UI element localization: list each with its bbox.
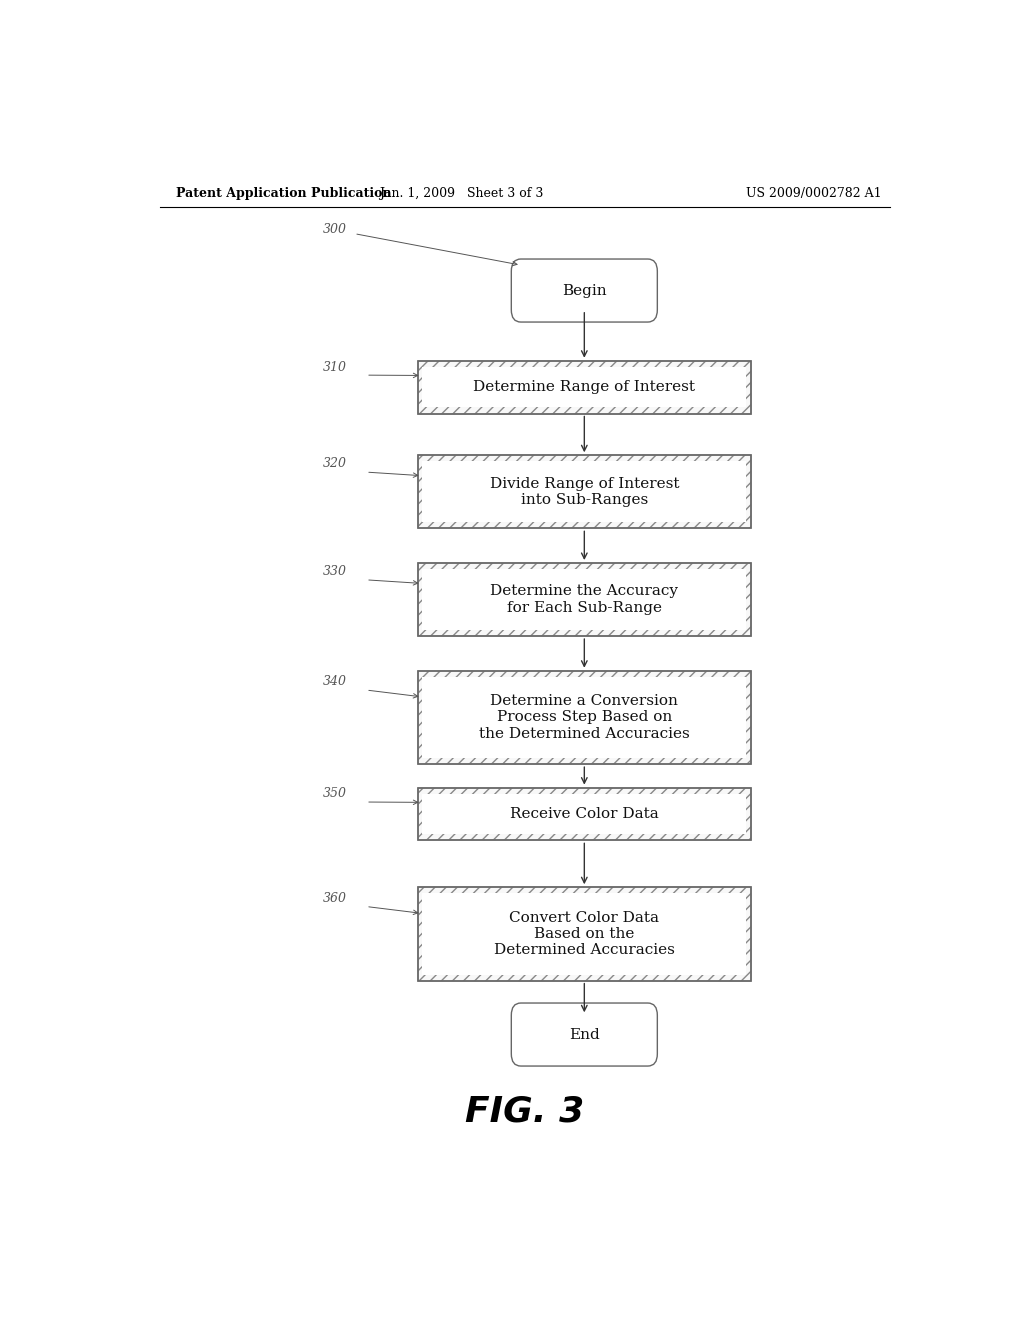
FancyBboxPatch shape bbox=[418, 455, 751, 528]
FancyBboxPatch shape bbox=[423, 793, 746, 834]
Text: Convert Color Data
Based on the
Determined Accuracies: Convert Color Data Based on the Determin… bbox=[494, 911, 675, 957]
Text: 340: 340 bbox=[323, 676, 346, 689]
FancyBboxPatch shape bbox=[511, 259, 657, 322]
Text: Determine Range of Interest: Determine Range of Interest bbox=[473, 380, 695, 395]
FancyBboxPatch shape bbox=[418, 788, 751, 841]
Text: Patent Application Publication: Patent Application Publication bbox=[176, 187, 391, 201]
FancyBboxPatch shape bbox=[423, 461, 746, 523]
FancyBboxPatch shape bbox=[418, 360, 751, 413]
FancyBboxPatch shape bbox=[418, 887, 751, 981]
Text: Receive Color Data: Receive Color Data bbox=[510, 807, 658, 821]
FancyBboxPatch shape bbox=[511, 1003, 657, 1067]
Text: Divide Range of Interest
into Sub-Ranges: Divide Range of Interest into Sub-Ranges bbox=[489, 477, 679, 507]
FancyBboxPatch shape bbox=[418, 671, 751, 764]
Text: Jan. 1, 2009   Sheet 3 of 3: Jan. 1, 2009 Sheet 3 of 3 bbox=[379, 187, 544, 201]
Text: US 2009/0002782 A1: US 2009/0002782 A1 bbox=[746, 187, 882, 201]
Text: 360: 360 bbox=[323, 892, 346, 906]
FancyBboxPatch shape bbox=[418, 562, 751, 636]
Text: End: End bbox=[569, 1027, 600, 1041]
FancyBboxPatch shape bbox=[423, 894, 746, 974]
Text: 310: 310 bbox=[323, 360, 346, 374]
FancyBboxPatch shape bbox=[423, 367, 746, 408]
FancyBboxPatch shape bbox=[423, 677, 746, 758]
Text: FIG. 3: FIG. 3 bbox=[465, 1094, 585, 1129]
Text: 300: 300 bbox=[323, 223, 346, 236]
Text: Determine a Conversion
Process Step Based on
the Determined Accuracies: Determine a Conversion Process Step Base… bbox=[479, 694, 690, 741]
Text: Begin: Begin bbox=[562, 284, 606, 297]
Text: 350: 350 bbox=[323, 788, 346, 800]
FancyBboxPatch shape bbox=[423, 569, 746, 630]
Text: 320: 320 bbox=[323, 458, 346, 470]
Text: Determine the Accuracy
for Each Sub-Range: Determine the Accuracy for Each Sub-Rang… bbox=[490, 585, 678, 615]
Text: 330: 330 bbox=[323, 565, 346, 578]
